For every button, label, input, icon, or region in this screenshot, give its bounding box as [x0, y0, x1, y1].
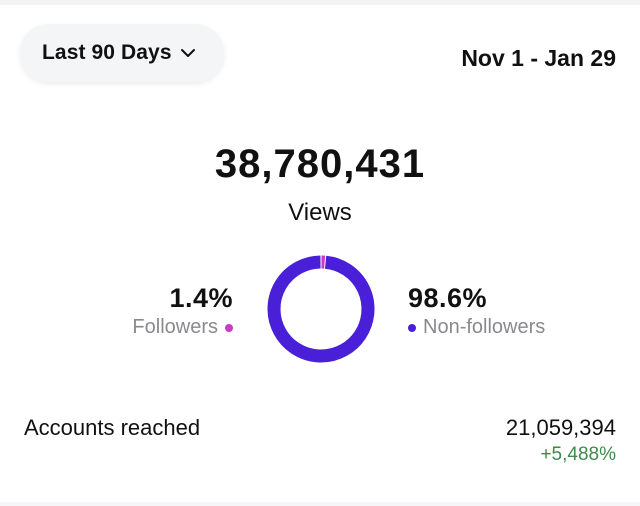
audience-donut-chart — [267, 255, 375, 363]
followers-label: Followers — [132, 316, 218, 338]
date-range-text: Nov 1 - Jan 29 — [461, 45, 616, 71]
non-followers-stat: 98.6% Non-followers — [408, 283, 545, 339]
views-label: Views — [288, 199, 352, 226]
followers-percent: 1.4% — [169, 283, 233, 313]
accounts-reached-label: Accounts reached — [24, 415, 201, 440]
top-divider — [0, 0, 640, 5]
non-followers-color-dot — [408, 323, 416, 332]
date-range-dropdown-label: Last 90 Days — [42, 41, 172, 64]
followers-color-dot — [225, 323, 233, 332]
non-followers-label: Non-followers — [423, 316, 546, 338]
followers-legend: Followers — [132, 316, 233, 339]
followers-stat: 1.4% Followers — [132, 283, 233, 339]
accounts-reached-change: +5,488% — [540, 444, 616, 465]
bottom-divider — [0, 502, 640, 506]
views-total: 38,780,431 — [214, 142, 426, 186]
non-followers-percent: 98.6% — [408, 283, 488, 313]
date-range-dropdown-button[interactable]: Last 90 Days — [20, 24, 224, 82]
chevron-down-icon — [180, 49, 195, 57]
accounts-reached-value: 21,059,394 — [505, 415, 616, 440]
non-followers-legend: Non-followers — [408, 316, 545, 339]
non-followers-donut-segment — [267, 255, 375, 363]
